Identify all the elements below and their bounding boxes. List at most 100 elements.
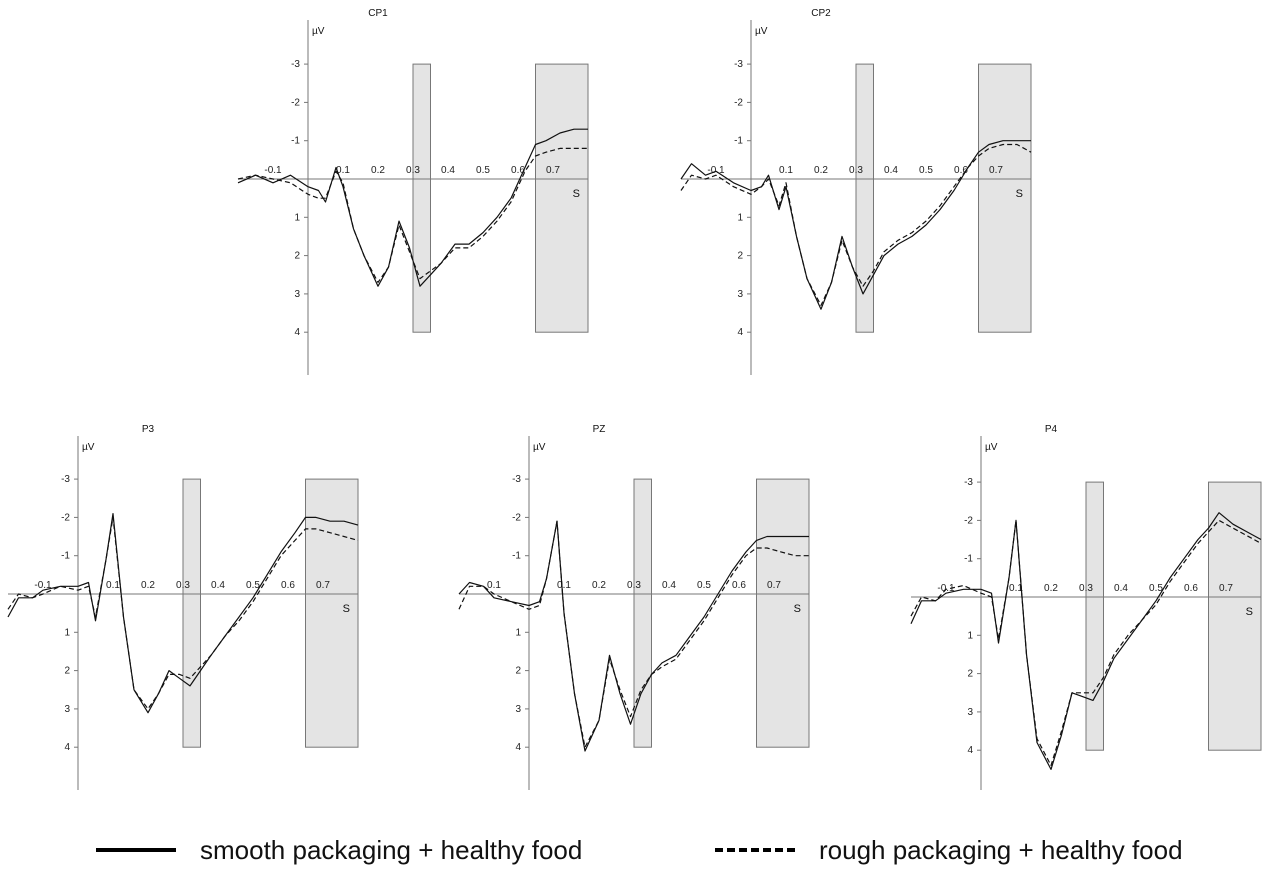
x-tick-label-pz-7: 0.7 (767, 580, 781, 591)
highlight-window-cp1-1 (412, 63, 431, 333)
y-tick-label-cp1-6: 4 (294, 327, 300, 338)
y-axis-label-cp1: µV (312, 26, 325, 37)
y-tick-label-cp2-5: 3 (737, 289, 743, 300)
y-tick-label-pz-6: 4 (515, 742, 521, 753)
y-tick-label-p3-0: -3 (61, 474, 70, 485)
x-axis-label-pz: S (794, 603, 801, 615)
highlight-window-p4-2 (1208, 481, 1262, 751)
x-tick-label-p3-5: 0.5 (246, 580, 260, 591)
series-line-p4-smooth (910, 512, 1262, 771)
panel-p3: -3 -2 -1 1 2 3 4 -0.1 0.1 0.2 0.3 0.4 0.5 0.6 0.7 P3 µV S (7, 424, 359, 790)
chart-title-p3: P3 (142, 424, 155, 435)
legend-solid-label: smooth packaging + healthy food (200, 834, 583, 865)
y-tick-label-p4-3: 1 (967, 630, 973, 641)
panel-pz: -3 -2 -1 1 2 3 4 0.1 0.1 0.2 0.3 0.4 0.5 0.6 0.7 PZ µV S (458, 424, 810, 790)
y-tick-label-cp2-4: 2 (737, 251, 743, 262)
x-tick-label-cp1-5: 0.5 (476, 165, 490, 176)
x-tick-label-pz-6: 0.6 (732, 580, 746, 591)
highlight-window-cp2-1 (855, 63, 874, 333)
y-tick-label-cp1-0: -3 (291, 59, 300, 70)
panel-cp1: -3 -2 -1 1 2 3 4 -0.1 0.1 0.2 0.3 0.4 0.5 0.6 0.7 CP1 µV… (237, 8, 589, 375)
panel-cp2: -3 -2 -1 1 2 3 4 -0.1 0.1 0.2 0.3 0.4 0.5 0.6 0.7 CP2 µV… (680, 8, 1032, 375)
series-line-pz-smooth (458, 520, 809, 752)
x-tick-label-cp1-7: 0.7 (546, 165, 560, 176)
y-tick-label-cp2-2: -1 (734, 136, 743, 147)
y-tick-label-p4-4: 2 (967, 669, 973, 680)
y-tick-label-pz-0: -3 (512, 474, 521, 485)
x-tick-label-cp1-4: 0.4 (441, 165, 455, 176)
x-tick-label-cp2-3: 0.3 (849, 165, 863, 176)
y-tick-label-cp1-4: 2 (294, 251, 300, 262)
x-tick-label-p4-1: 0.1 (1009, 583, 1023, 594)
x-tick-label-p4-7: 0.7 (1219, 583, 1233, 594)
y-tick-label-pz-3: 1 (515, 627, 521, 638)
y-tick-label-p4-6: 4 (967, 745, 973, 756)
x-tick-label-cp2-1: 0.1 (779, 165, 793, 176)
x-axis-label-p4: S (1246, 606, 1253, 618)
y-tick-label-p3-5: 3 (64, 704, 70, 715)
y-tick-label-p3-1: -2 (61, 512, 70, 523)
y-tick-label-cp1-1: -2 (291, 97, 300, 108)
legend-dashed-label: rough packaging + healthy food (819, 834, 1183, 865)
x-tick-label-p4-6: 0.6 (1184, 583, 1198, 594)
x-tick-label-pz-5: 0.5 (697, 580, 711, 591)
x-tick-label-pz-2: 0.2 (592, 580, 606, 591)
series-line-cp2-rough (680, 143, 1032, 306)
chart-title-p4: P4 (1045, 424, 1058, 435)
x-tick-label-cp1-2: 0.2 (371, 165, 385, 176)
y-tick-label-cp2-6: 4 (737, 327, 743, 338)
y-axis-label-pz: µV (533, 442, 546, 453)
x-tick-label-cp2-7: 0.7 (989, 165, 1003, 176)
y-tick-label-p3-6: 4 (64, 742, 70, 753)
x-tick-label-p3-2: 0.2 (141, 580, 155, 591)
x-tick-label-cp2-4: 0.4 (884, 165, 898, 176)
legend-solid-line-sample (96, 848, 176, 852)
y-tick-label-p4-0: -3 (964, 477, 973, 488)
series-line-p4-rough (910, 519, 1262, 767)
y-axis-label-p4: µV (985, 442, 998, 453)
y-tick-label-pz-4: 2 (515, 666, 521, 677)
series-line-p3-rough (7, 516, 359, 710)
y-tick-label-cp1-3: 1 (294, 212, 300, 223)
series-line-cp1-rough (237, 147, 588, 283)
y-tick-label-cp2-1: -2 (734, 97, 743, 108)
y-tick-label-pz-5: 3 (515, 704, 521, 715)
legend-solid: smooth packaging + healthy food (96, 832, 582, 868)
x-tick-label-p4-4: 0.4 (1114, 583, 1128, 594)
y-tick-label-p3-4: 2 (64, 666, 70, 677)
x-tick-label-cp1-3: 0.3 (406, 165, 420, 176)
x-tick-label-cp2-2: 0.2 (814, 165, 828, 176)
x-axis-label-cp1: S (573, 188, 580, 200)
x-tick-label-cp1-0: -0.1 (264, 165, 282, 176)
x-tick-label-pz-4: 0.4 (662, 580, 676, 591)
chart-title-cp1: CP1 (368, 8, 388, 19)
x-tick-label-p3-4: 0.4 (211, 580, 225, 591)
y-tick-label-p4-1: -2 (964, 515, 973, 526)
x-tick-label-cp1-6: 0.6 (511, 165, 525, 176)
x-tick-label-cp2-0: -0.1 (707, 165, 725, 176)
y-tick-label-p3-2: -1 (61, 551, 70, 562)
x-tick-label-p3-3: 0.3 (176, 580, 190, 591)
x-tick-label-pz-0: 0.1 (487, 580, 501, 591)
chart-title-pz: PZ (593, 424, 606, 435)
x-tick-label-p4-3: 0.3 (1079, 583, 1093, 594)
y-tick-label-p4-5: 3 (967, 707, 973, 718)
x-tick-label-p4-5: 0.5 (1149, 583, 1163, 594)
x-tick-label-p3-7: 0.7 (316, 580, 330, 591)
x-tick-label-p3-0: -0.1 (34, 580, 52, 591)
x-axis-label-p3: S (343, 603, 350, 615)
panel-p4: -3 -2 -1 1 2 3 4 -0.1 0.1 0.2 0.3 0.4 0.5 0.6 0.7 P4 µV S (910, 424, 1262, 790)
y-tick-label-pz-1: -2 (512, 512, 521, 523)
x-tick-label-p4-0: -0.1 (937, 583, 955, 594)
x-axis-label-cp2: S (1016, 188, 1023, 200)
series-line-cp1-smooth (237, 128, 588, 287)
series-line-pz-rough (458, 520, 809, 748)
chart-title-cp2: CP2 (811, 8, 831, 19)
y-tick-label-cp1-5: 3 (294, 289, 300, 300)
x-tick-label-p3-1: 0.1 (106, 580, 120, 591)
highlight-window-cp1-2 (535, 63, 589, 333)
y-axis-label-cp2: µV (755, 26, 768, 37)
highlight-window-pz-2 (756, 478, 810, 748)
y-tick-label-cp2-0: -3 (734, 59, 743, 70)
x-tick-label-cp1-1: 0.1 (336, 165, 350, 176)
